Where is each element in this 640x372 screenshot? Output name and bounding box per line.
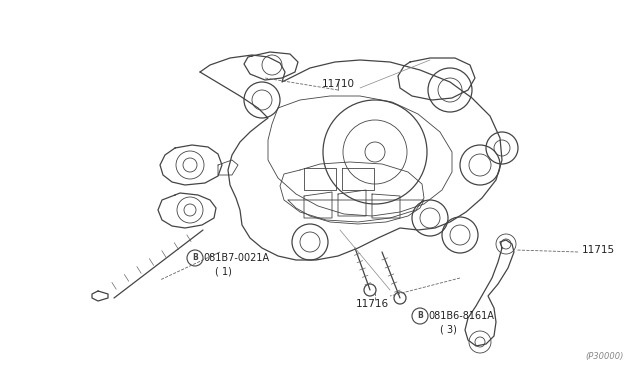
Text: 081B7-0021A: 081B7-0021A — [203, 253, 269, 263]
Text: 11716: 11716 — [355, 299, 388, 309]
Text: ( 1): ( 1) — [215, 267, 232, 277]
Text: (P30000): (P30000) — [586, 352, 624, 360]
Text: ( 3): ( 3) — [440, 325, 457, 335]
Text: 081B6-8161A: 081B6-8161A — [428, 311, 494, 321]
Text: 11710: 11710 — [321, 79, 355, 89]
Text: 11715: 11715 — [582, 245, 615, 255]
Text: B: B — [192, 253, 198, 263]
Text: B: B — [417, 311, 423, 321]
